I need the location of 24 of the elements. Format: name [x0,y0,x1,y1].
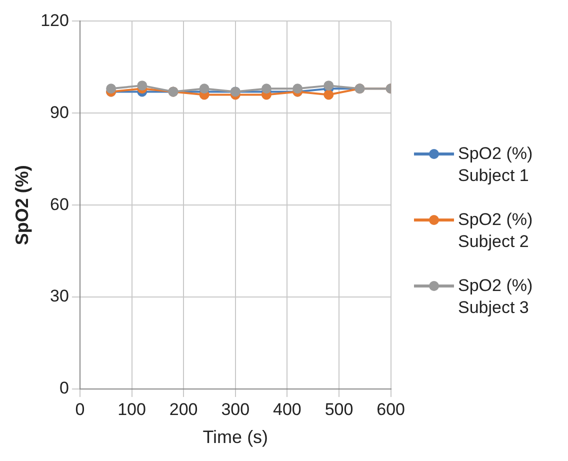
legend-label: SpO2 (%) Subject 3 [458,274,534,318]
point [106,84,116,94]
x-tick-label: 500 [324,400,354,419]
y-tick-label: 120 [40,10,69,30]
point [137,80,148,91]
y-tick-label: 60 [50,194,69,214]
legend-label: SpO2 (%) Subject 2 [458,208,534,252]
x-tick-label: 200 [169,400,198,419]
x-tick-label: 600 [376,400,406,419]
y-tick-label: 90 [50,102,69,122]
point [261,84,272,94]
point [324,90,334,100]
y-tick-label: 30 [50,286,69,306]
x-axis-title: Time (s) [202,427,268,448]
x-tick-label: 400 [273,400,302,419]
y-axis-title: SpO2 (%) [12,165,32,246]
point [292,84,303,94]
legend-label: SpO2 (%) Subject 1 [458,142,534,186]
x-tick-label: 100 [118,400,146,419]
point [199,84,210,94]
point [324,80,334,91]
x-tick-label: 0 [75,400,85,419]
x-tick-label: 300 [221,400,250,419]
y-tick-label: 0 [59,378,69,398]
